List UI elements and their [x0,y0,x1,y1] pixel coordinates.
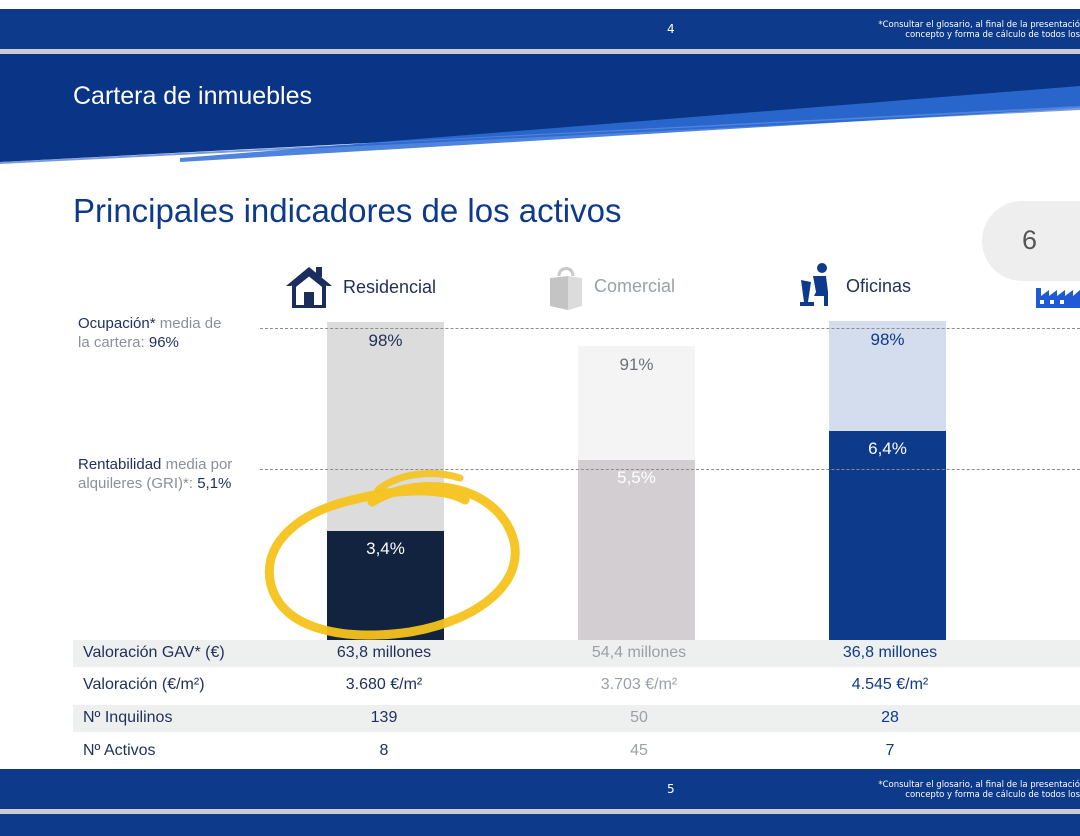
header-band [0,54,1080,164]
table-row: Nº Activos 8 45 7 [73,738,1080,765]
yield-text2: alquileres (GRI)*: [78,475,198,492]
page-badge-number: 6 [1022,225,1038,255]
next-page-strip [0,814,1080,836]
occupancy-label-residencial: 98% [368,331,403,350]
house-icon [286,267,332,308]
bottom-separator [0,809,1080,814]
bottom-page-strip: 5 *Consultar el glosario, al final de la… [0,769,1080,809]
table-cell: 50 [630,709,648,726]
table-cell: 36,8 millones [842,644,938,661]
bottom-page-number: 5 [667,782,675,796]
yield-bar-comercial [578,460,695,640]
table-row-label: Nº Activos [83,742,156,759]
category-comercial: Comercial [594,276,676,296]
table-cell: 4.545 €/m² [851,676,929,693]
table-row: Nº Inquilinos 139 50 28 [73,705,1080,732]
table-row: Valoración GAV* (€) 63,8 millones 54,4 mil… [73,640,1080,667]
table-cell: 8 [379,742,389,759]
top-disclaimer: *Consultar el glosario, al final de la p… [878,20,1080,40]
bottom-disclaimer-line2: concepto y forma de cálculo de todos los [905,790,1080,800]
yield-text1: media por [161,456,233,473]
occupancy-text2: la cartera: [78,334,149,351]
yield-key: Rentabilidad [78,456,162,473]
table-row-label: Nº Inquilinos [83,709,173,726]
occupancy-label-oficinas: 98% [870,330,905,349]
yield-label-oficinas: 6,4% [868,439,907,458]
occupancy-key: Ocupación* [78,315,156,332]
factory-icon [1036,288,1080,308]
table-row-label: Valoración (€/m²) [83,676,205,693]
shopping-bag-icon [550,267,582,310]
page-badge: 6 [982,201,1080,281]
top-page-strip: 4 *Consultar el glosario, al final de la… [0,9,1080,49]
table-cell: 139 [370,709,398,726]
yield-value: 5,1% [197,475,232,492]
bottom-disclaimer-line1: *Consultar el glosario, al final de la p… [878,780,1080,790]
category-oficinas: Oficinas [846,276,912,296]
table-cell: 45 [630,742,648,759]
table-cell: 7 [885,742,895,759]
yield-reference-line [260,469,1080,470]
occupancy-note: Ocupación* media de la cartera: 96% [78,314,221,352]
table-row: Valoración (€/m²) 3.680 €/m² 3.703 €/m² 4.5… [73,672,1080,699]
table-cell: 54,4 millones [591,644,687,661]
category-residencial: Residencial [343,277,437,297]
top-separator [0,49,1080,54]
table-cell: 3.703 €/m² [600,676,678,693]
yield-label-residencial: 3,4% [366,539,405,558]
top-disclaimer-line1: *Consultar el glosario, al final de la p… [878,20,1080,30]
table-row-label: Valoración GAV* (€) [83,644,225,661]
occupancy-text1: media de [155,315,222,332]
top-margin [0,0,1080,9]
table-cell: 3.680 €/m² [345,676,423,693]
table-cell: 63,8 millones [336,644,432,661]
yield-bar-residencial [327,531,444,640]
occupancy-label-comercial: 91% [619,355,654,374]
bottom-disclaimer: *Consultar el glosario, al final de la p… [878,780,1080,800]
highlight-circle-annotation [264,470,520,640]
slide-title: Principales indicadores de los activos [73,192,622,229]
top-page-number: 4 [667,22,675,36]
header-title: Cartera de inmuebles [73,82,313,110]
office-worker-icon [800,263,828,306]
occupancy-reference-line [260,328,1080,329]
yield-label-comercial: 5,5% [617,468,656,487]
yield-note: Rentabilidad media por alquileres (GRI)*… [78,455,232,493]
table-cell: 28 [881,709,899,726]
top-disclaimer-line2: concepto y forma de cálculo de todos los [905,30,1080,40]
yield-bar-oficinas [829,431,946,640]
occupancy-value: 96% [148,334,179,351]
